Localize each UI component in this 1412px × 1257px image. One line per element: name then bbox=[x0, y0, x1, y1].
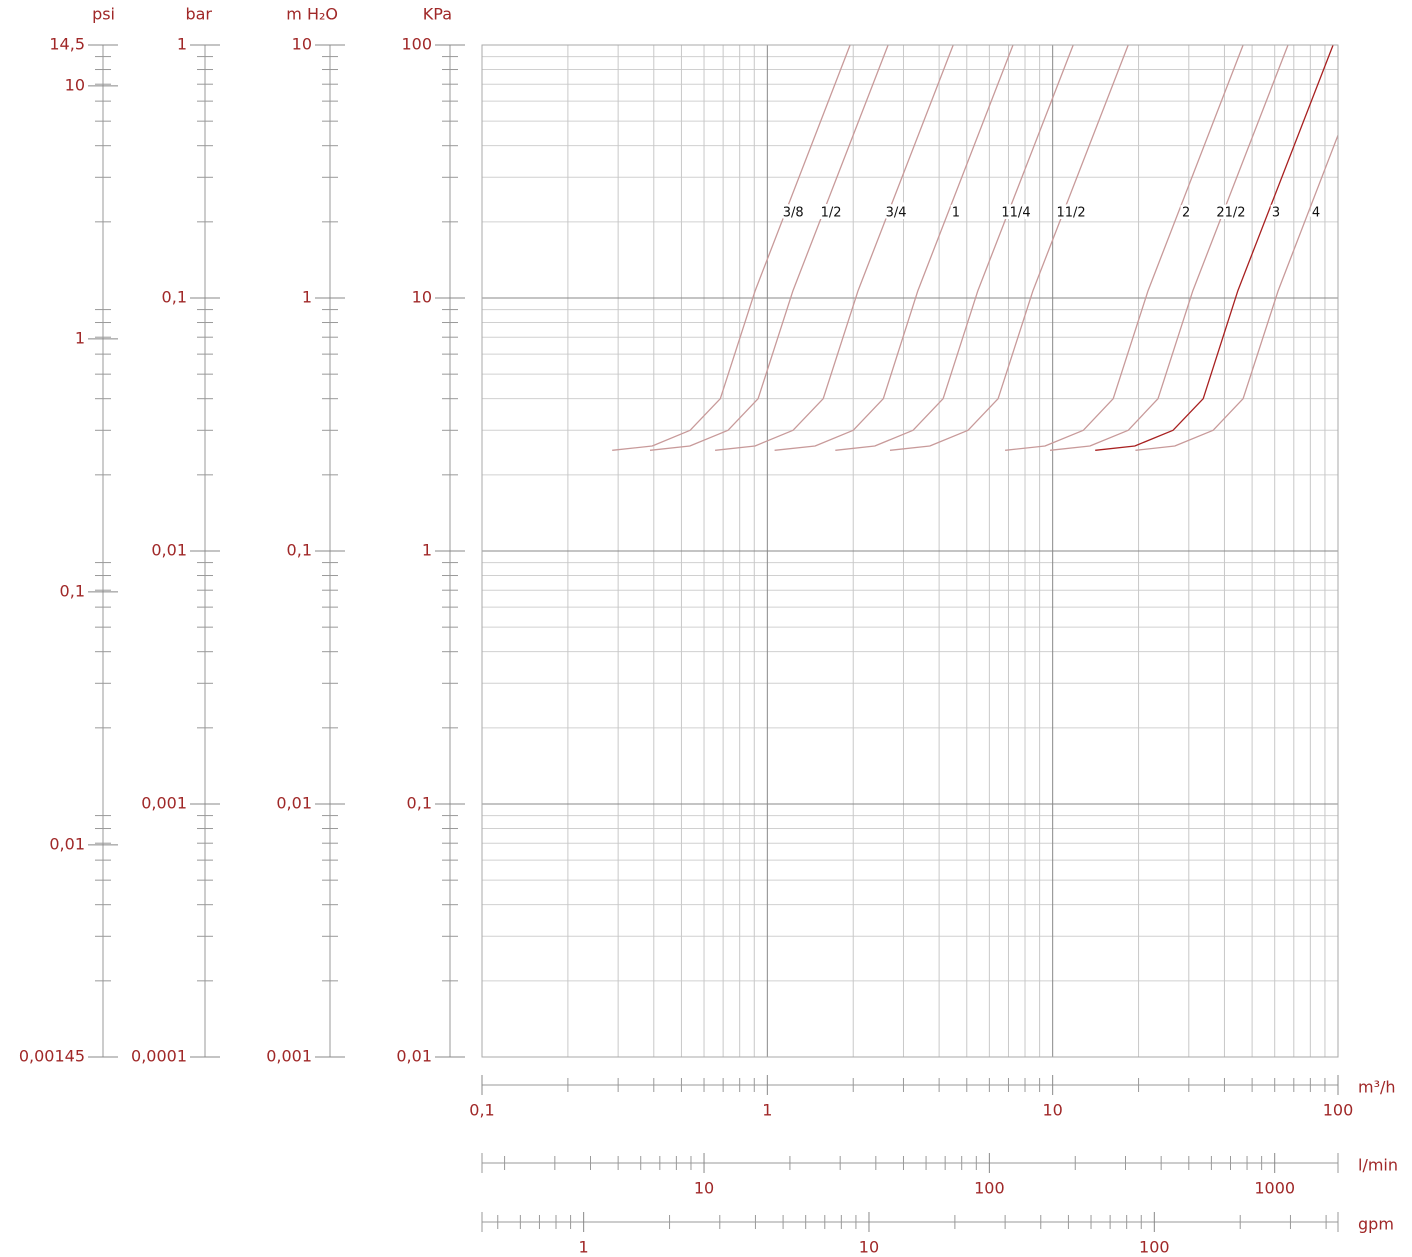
curve bbox=[1049, 45, 1289, 451]
y-tick-label: 0,1 bbox=[407, 794, 432, 813]
axis-title: l/min bbox=[1358, 1156, 1398, 1175]
axis-title: m H₂O bbox=[286, 5, 338, 24]
y-tick-label: 0,01 bbox=[151, 541, 187, 560]
y-tick-label: 0,001 bbox=[266, 1047, 312, 1066]
curve bbox=[835, 45, 1074, 451]
y-tick-label: 1 bbox=[75, 328, 85, 347]
curve-label: 11/2 bbox=[1056, 206, 1085, 221]
y-tick-label: 0,1 bbox=[287, 541, 312, 560]
x-tick-label: 10 bbox=[694, 1179, 714, 1198]
plot-frame bbox=[481, 44, 1339, 1058]
axis-title: KPa bbox=[423, 5, 452, 24]
curve bbox=[1095, 45, 1334, 451]
x-tick-label: 0,1 bbox=[469, 1101, 494, 1120]
x-tick-label: 1000 bbox=[1254, 1179, 1295, 1198]
y-tick-label: 0,00145 bbox=[19, 1047, 85, 1066]
y-tick-label: 10 bbox=[65, 75, 85, 94]
y-tick-label: 1 bbox=[177, 35, 187, 54]
curve bbox=[1135, 134, 1338, 451]
axis-title: m³/h bbox=[1358, 1078, 1396, 1097]
curve bbox=[889, 45, 1129, 451]
curve-label: 3/4 bbox=[886, 206, 907, 221]
y-tick-label: 10 bbox=[412, 288, 432, 307]
x-tick-label: 1 bbox=[762, 1101, 772, 1120]
y-tick-label: 0,01 bbox=[276, 794, 312, 813]
y-tick-label: 0,01 bbox=[396, 1047, 432, 1066]
curves bbox=[612, 45, 1338, 451]
y-tick-label: 0,01 bbox=[49, 834, 85, 853]
curve-label: 21/2 bbox=[1216, 206, 1245, 221]
curve-label: 3/8 bbox=[783, 206, 804, 221]
curve-label: 4 bbox=[1312, 206, 1320, 221]
y-tick-label: 100 bbox=[401, 35, 432, 54]
curve bbox=[1005, 45, 1244, 451]
curve-label: 3 bbox=[1272, 206, 1280, 221]
axis-title: bar bbox=[185, 5, 212, 24]
x-tick-label: 100 bbox=[974, 1179, 1005, 1198]
x-tick-label: 10 bbox=[859, 1238, 879, 1257]
curve bbox=[649, 45, 889, 451]
x-tick-label: 100 bbox=[1323, 1101, 1354, 1120]
y-tick-label: 14,5 bbox=[49, 35, 85, 54]
curve bbox=[715, 45, 954, 451]
y-tick-label: 1 bbox=[302, 288, 312, 307]
curve bbox=[774, 45, 1014, 451]
y-tick-label: 0,001 bbox=[141, 794, 187, 813]
x-tick-label: 10 bbox=[1042, 1101, 1062, 1120]
y-tick-label: 0,0001 bbox=[131, 1047, 187, 1066]
y-tick-label: 1 bbox=[422, 541, 432, 560]
x-tick-label: 1 bbox=[579, 1238, 589, 1257]
curve-label: 1 bbox=[952, 206, 960, 221]
y-tick-label: 10 bbox=[292, 35, 312, 54]
curve-label: 11/4 bbox=[1001, 206, 1030, 221]
x-tick-label: 100 bbox=[1139, 1238, 1170, 1257]
curve-label: 1/2 bbox=[821, 206, 842, 221]
curve-label: 2 bbox=[1182, 206, 1190, 221]
axis-title: gpm bbox=[1358, 1215, 1394, 1234]
curve bbox=[612, 45, 851, 451]
axis-title: psi bbox=[92, 5, 115, 24]
y-tick-label: 0,1 bbox=[162, 288, 187, 307]
y-tick-label: 0,1 bbox=[60, 581, 85, 600]
